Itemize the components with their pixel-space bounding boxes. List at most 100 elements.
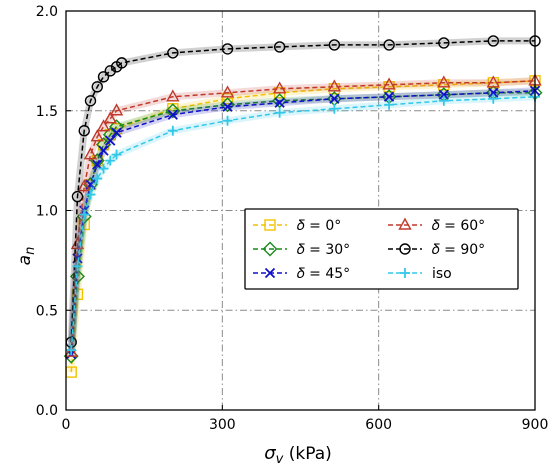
data-point bbox=[98, 145, 109, 156]
data-point bbox=[438, 95, 449, 106]
x-axis-label-main: σ bbox=[264, 443, 276, 464]
data-point bbox=[222, 101, 233, 112]
data-point bbox=[66, 345, 77, 356]
data-point bbox=[105, 155, 116, 166]
data-point bbox=[273, 41, 286, 53]
legend-label: 𝛿 = 90° bbox=[432, 242, 485, 258]
y-tick-label: 1.5 bbox=[36, 104, 58, 120]
data-point bbox=[167, 47, 179, 59]
data-point bbox=[167, 109, 178, 120]
data-point bbox=[72, 261, 83, 272]
y-tick-label: 1.0 bbox=[36, 204, 58, 220]
y-axis-label-main: a bbox=[15, 255, 35, 265]
y-axis-label-sub: n bbox=[23, 247, 38, 255]
data-point bbox=[167, 125, 178, 136]
legend-item: 𝛿 = 60° bbox=[388, 217, 485, 234]
legend-swatch-marker bbox=[264, 267, 276, 279]
legend-label: 𝛿 = 30° bbox=[297, 242, 350, 258]
data-point bbox=[329, 93, 340, 104]
data-point bbox=[83, 147, 98, 160]
data-point bbox=[274, 97, 285, 108]
y-tick-label: 2.0 bbox=[36, 4, 58, 20]
series-line bbox=[70, 40, 535, 343]
legend-item: iso bbox=[388, 266, 452, 282]
x-tick-label: 900 bbox=[522, 417, 549, 433]
data-point bbox=[327, 79, 342, 92]
series-line bbox=[70, 80, 536, 353]
legend-swatch-marker bbox=[264, 219, 276, 231]
x-tick-label: 300 bbox=[209, 417, 236, 433]
legend-swatch-marker bbox=[262, 241, 278, 257]
data-point bbox=[98, 163, 109, 174]
data-point bbox=[221, 93, 234, 105]
data-point bbox=[165, 103, 181, 119]
data-point bbox=[111, 149, 122, 160]
legend-label: 𝛿 = 60° bbox=[432, 218, 485, 234]
data-point bbox=[438, 37, 450, 49]
data-point bbox=[383, 39, 395, 51]
legend-item: 𝛿 = 45° bbox=[253, 266, 350, 282]
data-point bbox=[105, 135, 116, 146]
data-point bbox=[64, 344, 78, 357]
data-point bbox=[488, 87, 499, 98]
data-point bbox=[77, 179, 91, 192]
data-point bbox=[92, 159, 103, 170]
series-line bbox=[70, 96, 536, 351]
x-tick-label: 600 bbox=[365, 417, 392, 433]
data-point bbox=[220, 85, 235, 98]
legend-swatch-marker bbox=[399, 243, 411, 255]
legend: 𝛿 = 0° 𝛿 = 60° 𝛿 = 30° 𝛿 = 90° 𝛿 = 45° iso bbox=[244, 208, 519, 290]
series-line bbox=[70, 90, 536, 355]
x-axis-label-unit: (kPa) bbox=[283, 444, 331, 464]
y-tick-label: 0.0 bbox=[36, 403, 58, 419]
legend-label: 𝛿 = 45° bbox=[297, 266, 350, 282]
data-point bbox=[438, 89, 449, 100]
data-point bbox=[166, 89, 180, 102]
legend-label: iso bbox=[432, 266, 452, 282]
data-point bbox=[384, 99, 395, 110]
data-point bbox=[111, 127, 122, 138]
ticks-layer: 0 300 600 900 0.0 0.5 1.0 1.5 2.0 bbox=[36, 4, 549, 433]
data-point bbox=[104, 65, 116, 77]
data-point bbox=[109, 103, 124, 116]
data-point bbox=[272, 81, 287, 94]
data-point bbox=[71, 190, 84, 203]
data-point bbox=[84, 95, 97, 107]
data-point bbox=[78, 124, 90, 137]
data-point bbox=[90, 129, 104, 142]
x-axis-label-sub: v bbox=[276, 452, 284, 467]
data-point bbox=[382, 77, 396, 90]
data-point bbox=[329, 103, 340, 114]
legend-swatch-marker bbox=[400, 268, 410, 278]
data-point bbox=[486, 75, 500, 88]
series-layer bbox=[63, 35, 543, 378]
data-point bbox=[96, 119, 111, 132]
data-point bbox=[69, 268, 85, 284]
y-tick-label: 0.5 bbox=[36, 303, 58, 319]
x-axis-label: σv (kPa) bbox=[264, 443, 332, 467]
legend-swatch-marker bbox=[398, 217, 412, 230]
data-point bbox=[91, 81, 103, 93]
data-point bbox=[71, 288, 84, 300]
data-point bbox=[328, 39, 341, 51]
data-point bbox=[97, 71, 110, 83]
legend-item: 𝛿 = 0° bbox=[253, 218, 341, 234]
data-point bbox=[437, 75, 451, 88]
series-3 bbox=[64, 73, 542, 357]
legend-item: 𝛿 = 90° bbox=[388, 242, 485, 258]
data-point bbox=[85, 189, 96, 200]
x-tick-label: 0 bbox=[62, 417, 71, 433]
legend-label: 𝛿 = 0° bbox=[297, 218, 341, 234]
legend-box bbox=[244, 208, 519, 290]
legend-item: 𝛿 = 30° bbox=[253, 241, 350, 258]
data-point bbox=[92, 173, 103, 184]
data-point bbox=[103, 111, 117, 124]
data-point bbox=[221, 43, 234, 55]
data-point bbox=[116, 57, 128, 69]
data-point bbox=[274, 107, 285, 118]
data-point bbox=[487, 35, 500, 47]
y-axis-label: an bbox=[15, 247, 38, 266]
data-point bbox=[79, 209, 90, 220]
series-5 bbox=[66, 91, 540, 356]
